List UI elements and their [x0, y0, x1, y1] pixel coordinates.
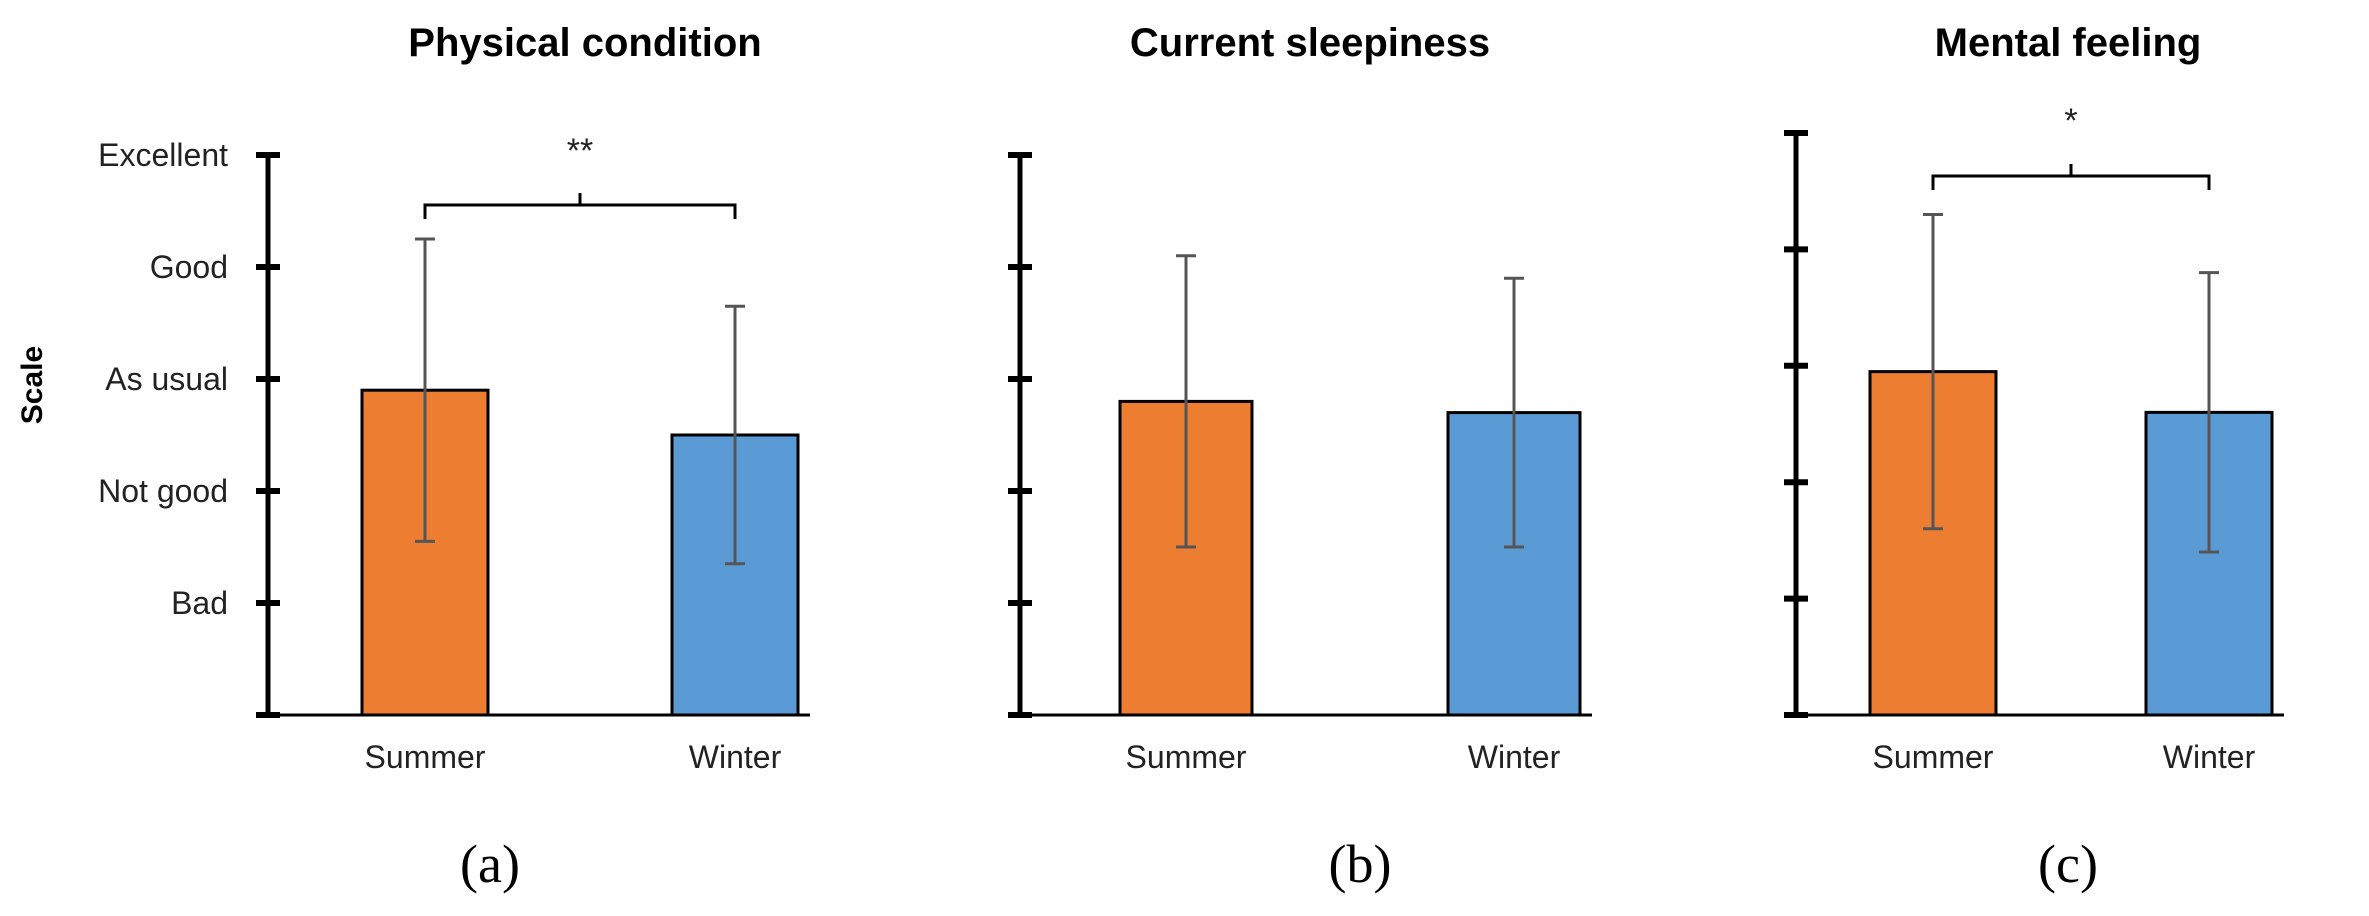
- significance-bracket: [1931, 174, 2211, 190]
- y-axis-label: Scale: [16, 346, 49, 424]
- y-tick-label: Not good: [98, 473, 228, 509]
- y-tick-label: Good: [150, 249, 228, 285]
- x-category-label: Winter: [1468, 739, 1561, 775]
- panel-label: (b): [1329, 834, 1392, 894]
- y-tick-label: Excellent: [98, 137, 228, 173]
- x-category-label: Summer: [1873, 739, 1994, 775]
- panel-label: (a): [460, 834, 520, 894]
- panel-label: (c): [2038, 834, 2098, 894]
- chart-title: Mental feeling: [1935, 21, 2202, 65]
- significance-bracket: [423, 203, 737, 219]
- chart-title: Current sleepiness: [1130, 21, 1490, 65]
- significance-marker: **: [567, 132, 593, 170]
- x-category-label: Summer: [365, 739, 486, 775]
- x-category-label: Winter: [2163, 739, 2256, 775]
- y-tick-label: As usual: [105, 361, 228, 397]
- chart-title: Physical condition: [408, 21, 761, 65]
- x-category-label: Summer: [1126, 739, 1247, 775]
- y-tick-label: Bad: [171, 585, 228, 621]
- significance-marker: *: [2064, 102, 2077, 140]
- x-category-label: Winter: [689, 739, 782, 775]
